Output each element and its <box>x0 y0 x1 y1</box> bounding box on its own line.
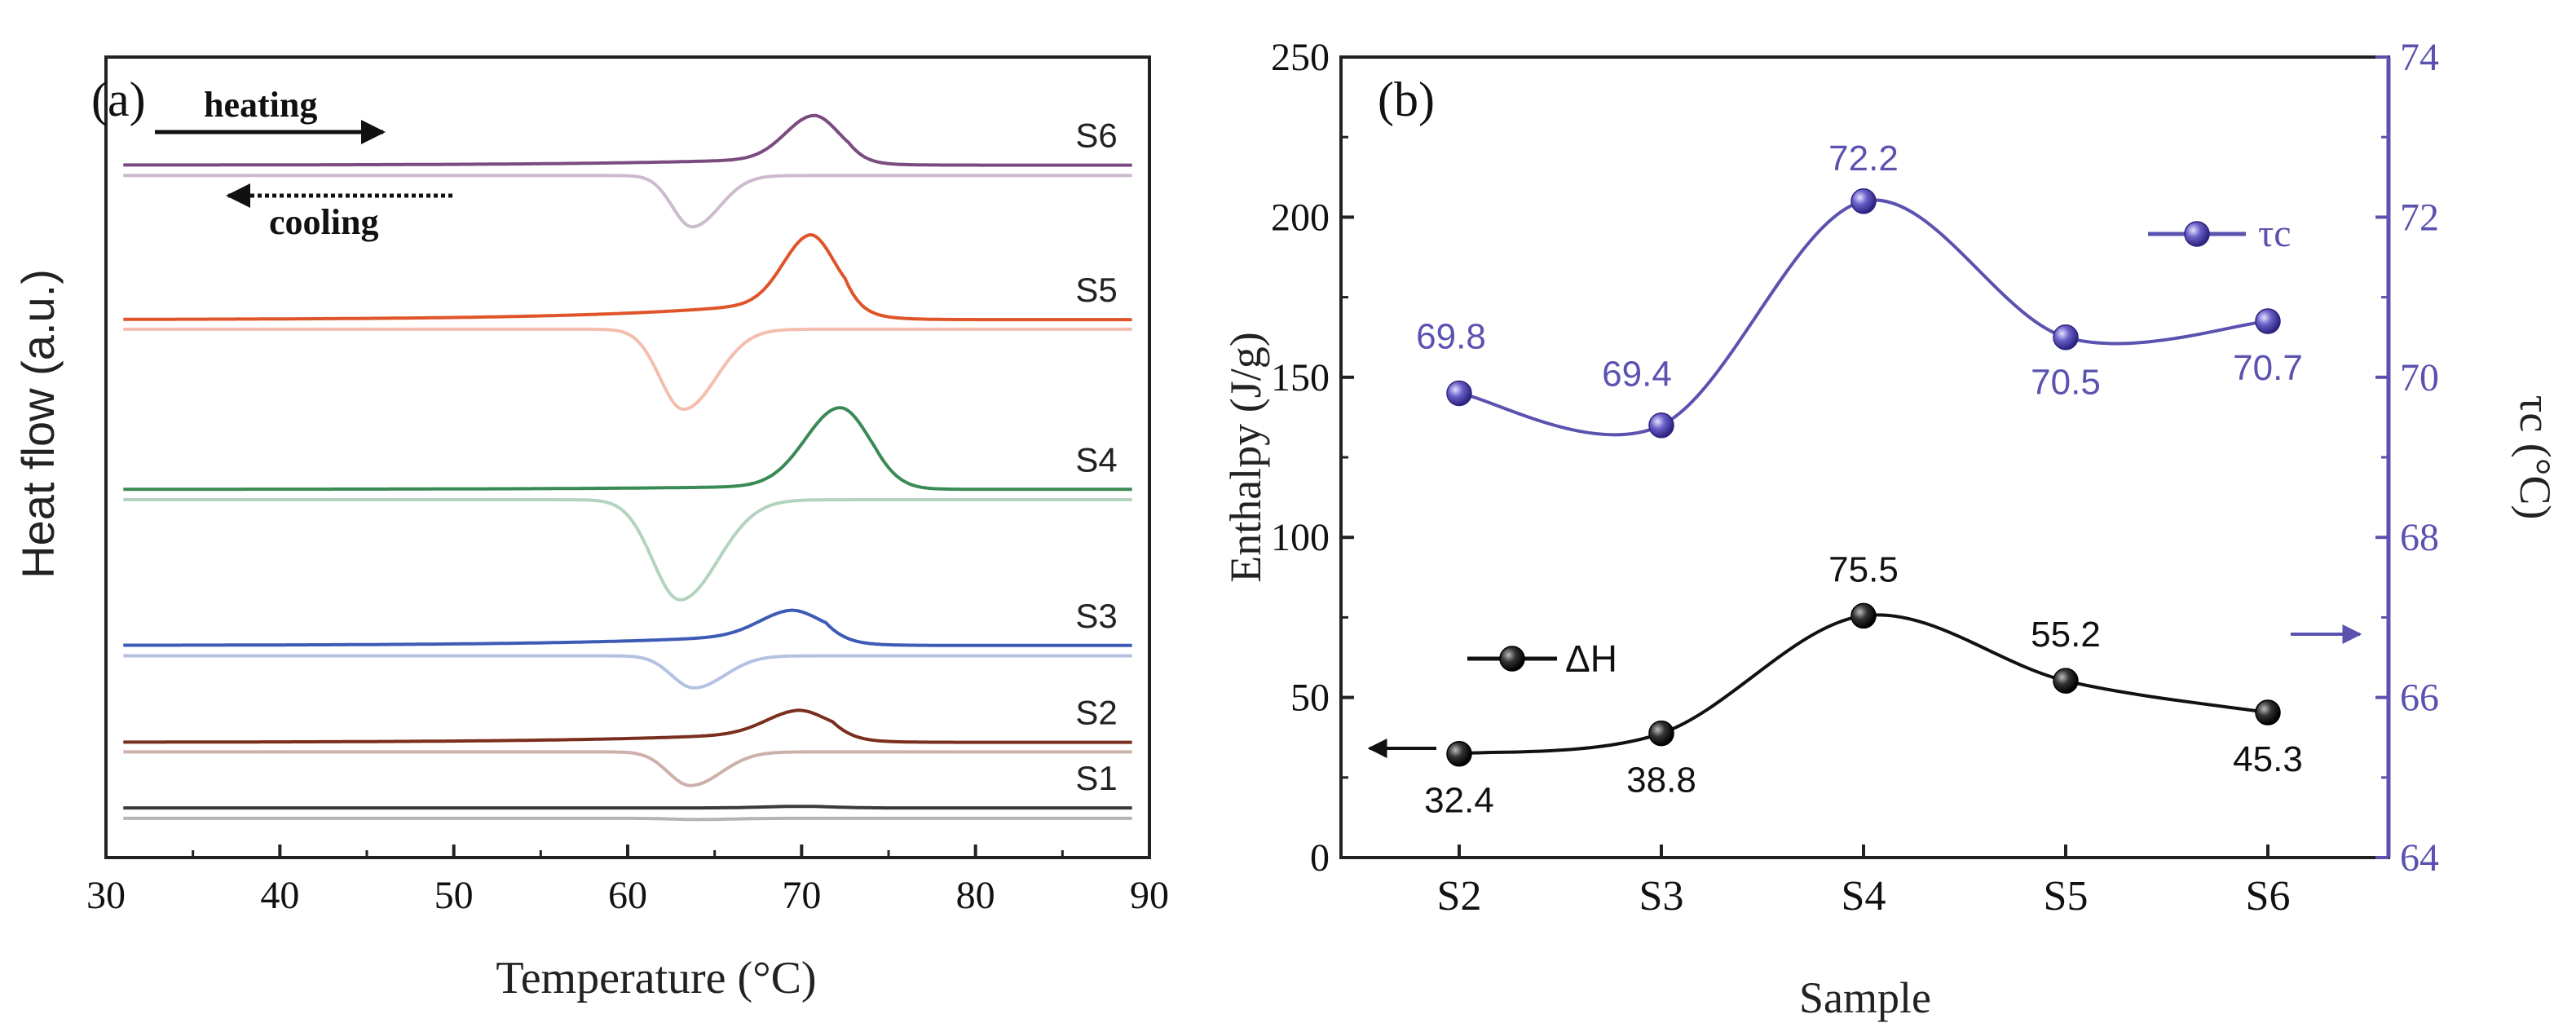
panel-a-x-axis-title: Temperature (°C) <box>496 953 816 1003</box>
enthalpy-value-label: 75.5 <box>1828 549 1899 589</box>
panel-a-y-axis-title: Heat flow (a.u.) <box>12 269 64 579</box>
panel-b-left-tick-label: 50 <box>1290 677 1330 720</box>
panel-b-right-tick-label: 72 <box>2400 196 2439 239</box>
series-label-s3: S3 <box>1075 597 1117 635</box>
tc-value-label: 69.4 <box>1602 355 1672 395</box>
legend-tc-marker <box>2184 221 2210 247</box>
tc-value-label: 69.8 <box>1416 316 1486 356</box>
enthalpy-point-s4 <box>1850 602 1877 629</box>
tc-value-label: 70.7 <box>2233 348 2303 388</box>
panel-b-x-tick-label: S4 <box>1842 873 1886 920</box>
enthalpy-value-label: 32.4 <box>1424 781 1494 821</box>
heating-curve-s3 <box>123 608 1132 647</box>
panel-a-x-tick-label: 70 <box>782 874 821 917</box>
panel-a-label: (a) <box>91 73 146 126</box>
enthalpy-value-label: 45.3 <box>2233 739 2303 779</box>
panel-a-x-tick-label: 50 <box>434 874 474 917</box>
enthalpy-line <box>1458 613 2269 756</box>
tc-line <box>1458 198 2269 437</box>
panel-b-right-tick-label: 64 <box>2400 836 2439 880</box>
series-label-s1: S1 <box>1075 759 1117 797</box>
panel-b-x-tick-label: S2 <box>1437 873 1482 920</box>
panel-b-right-tick-label: 74 <box>2400 36 2439 79</box>
series-label-s6: S6 <box>1075 117 1117 155</box>
tc-value-label: 72.2 <box>1828 139 1899 179</box>
heating-curve-s2 <box>123 708 1132 744</box>
panel-a-curves: S1 S2 S3 S4 S5 S6 <box>123 113 1132 822</box>
enthalpy-point-s6 <box>2255 699 2281 725</box>
cooling-curve-s2 <box>123 750 1132 787</box>
heating-curve-s6 <box>123 113 1132 167</box>
enthalpy-value-label: 38.8 <box>1626 761 1696 800</box>
heating-curve-s1 <box>123 805 1132 810</box>
panel-b-left-axis-title: Enthalpy (J/g) <box>1221 332 1270 582</box>
panel-b-left-tick-label: 0 <box>1310 836 1330 880</box>
heating-curve-s5 <box>123 232 1132 322</box>
series-label-s5: S5 <box>1075 271 1117 309</box>
panel-b-x-tick-label: S6 <box>2246 873 2291 920</box>
cooling-label: cooling <box>269 202 378 242</box>
panel-b-right-tick-label: 70 <box>2400 356 2439 399</box>
cooling-curve-s5 <box>123 327 1132 412</box>
enthalpy-point-s2 <box>1446 740 1472 767</box>
heating-label: heating <box>204 85 317 125</box>
panel-a-x-tick-label: 90 <box>1130 874 1169 917</box>
panel-b-ticks: 0 50 100 150 200 250 64 66 68 70 72 74 S2 S3 S4 S5 S6 <box>1271 36 2439 920</box>
cooling-curve-s4 <box>123 498 1132 602</box>
cooling-curve-s6 <box>123 174 1132 229</box>
panel-a-x-tick-label: 40 <box>260 874 299 917</box>
legend-dh-label: ΔH <box>1565 637 1617 680</box>
enthalpy-point-s3 <box>1648 720 1674 747</box>
cooling-curve-s3 <box>123 654 1132 690</box>
panel-b-x-tick-label: S5 <box>2044 873 2089 920</box>
tc-point-s6 <box>2255 308 2281 334</box>
cooling-curve-s1 <box>123 816 1132 822</box>
enthalpy-point-s5 <box>2053 668 2079 694</box>
panel-b-left-tick-label: 150 <box>1271 356 1330 399</box>
panel-b-x-tick-label: S3 <box>1639 873 1684 920</box>
panel-b-left-tick-label: 100 <box>1271 516 1330 559</box>
heating-curve-s4 <box>123 406 1132 492</box>
tc-point-s4 <box>1850 188 1877 214</box>
panel-b-x-axis-title: Sample <box>1799 973 1931 1022</box>
panel-b-right-axis-title: τc (°C) <box>2511 395 2560 520</box>
panel-b-label: (b) <box>1378 73 1435 126</box>
legend-tc-label: τc <box>2258 212 2291 255</box>
panel-a-x-tick-label: 30 <box>86 874 126 917</box>
legend-dh-marker <box>1499 646 1525 672</box>
series-label-s4: S4 <box>1075 440 1117 479</box>
panel-a-x-tick-label: 60 <box>608 874 647 917</box>
tc-point-s2 <box>1446 380 1472 407</box>
panel-a-x-tick-label: 80 <box>956 874 995 917</box>
panel-b-left-tick-label: 200 <box>1271 196 1330 239</box>
panel-b: (b) 0 50 100 150 200 250 64 66 68 70 72 74 S2 S3 S4 S5 S… <box>1221 36 2560 1022</box>
enthalpy-value-label: 55.2 <box>2031 615 2101 655</box>
tc-point-s3 <box>1648 412 1674 439</box>
tc-value-label: 70.5 <box>2031 363 2101 403</box>
panel-b-series: 32.4 38.8 75.5 55.2 45.3 69.8 69.4 72.2 70.5 70.7 <box>1416 139 2303 821</box>
series-label-s2: S2 <box>1075 694 1117 732</box>
tc-point-s5 <box>2053 324 2079 351</box>
panel-b-right-tick-label: 66 <box>2400 677 2439 720</box>
panel-b-right-tick-label: 68 <box>2400 516 2439 559</box>
panel-a-x-ticks: 30 40 50 60 70 80 90 <box>86 845 1169 917</box>
panel-b-left-tick-label: 250 <box>1271 36 1330 79</box>
